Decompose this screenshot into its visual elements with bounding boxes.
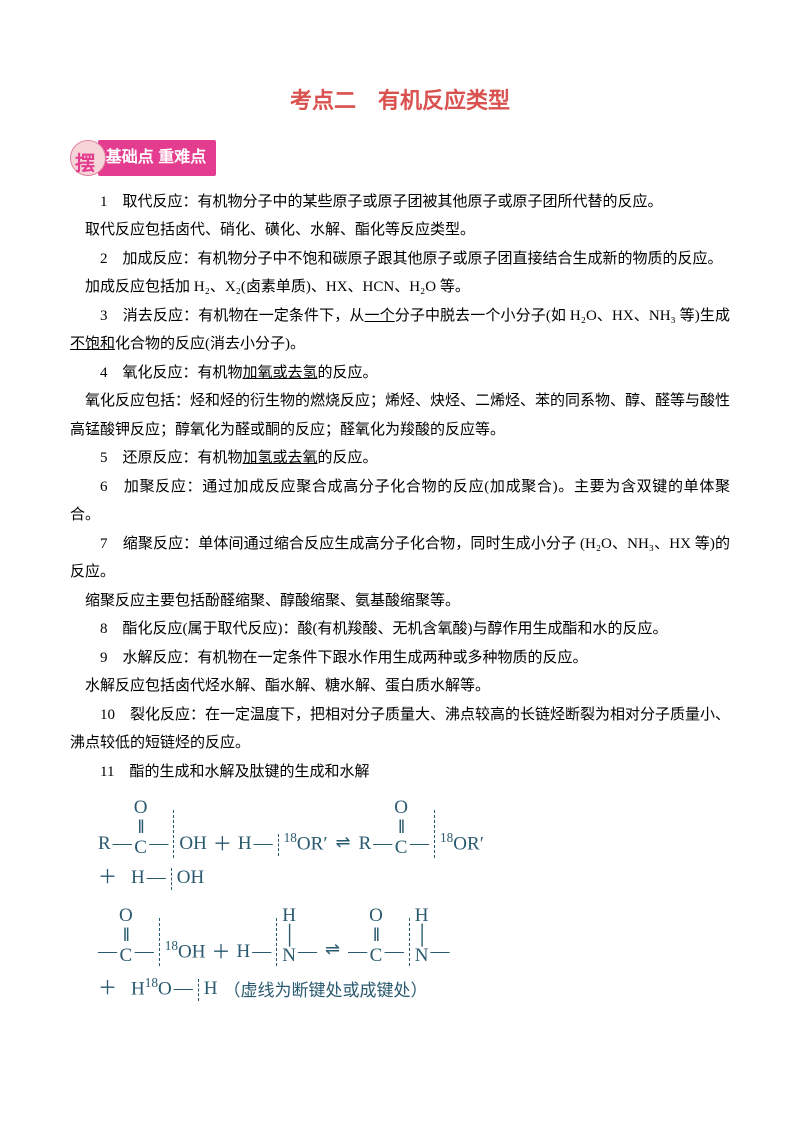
numbered-item: 10 裂化反应：在一定温度下，把相对分子质量大、沸点较高的长链烃断裂为相对分子质… xyxy=(70,701,730,758)
diagram-note: （虚线为断键处或成键处） xyxy=(224,980,428,1003)
page-title: 考点二 有机反应类型 xyxy=(70,80,730,122)
numbered-item: 11 酯的生成和水解及肽键的生成和水解 xyxy=(70,758,730,787)
sub-item: 水解反应包括卤代烃水解、酯水解、糖水解、蛋白质水解等。 xyxy=(70,672,730,701)
numbered-item: 5 还原反应：有机物加氢或去氧的反应。 xyxy=(70,444,730,473)
chem-diagram-peptide: — O‖C — 18OH ＋ H — H│N — ⇌ — O‖C — H│N —… xyxy=(98,906,730,1003)
numbered-item: 6 加聚反应：通过加成反应聚合成高分子化合物的反应(加成聚合)。主要为含双键的单… xyxy=(70,473,730,530)
numbered-item: 3 消去反应：有机物在一定条件下，从一个分子中脱去一个小分子(如 H₂O、HX、… xyxy=(70,302,730,359)
sub-item: 取代反应包括卤代、硝化、磺化、水解、酯化等反应类型。 xyxy=(70,216,730,245)
numbered-item: 7 缩聚反应：单体间通过缩合反应生成高分子化合物，同时生成小分子 (H₂O、NH… xyxy=(70,530,730,587)
sub-item: 缩聚反应主要包括酚醛缩聚、醇酸缩聚、氨基酸缩聚等。 xyxy=(70,587,730,616)
sub-item: 氧化反应包括：烃和烃的衍生物的燃烧反应；烯烃、炔烃、二烯烃、苯的同系物、醇、醛等… xyxy=(70,387,730,444)
numbered-item: 8 酯化反应(属于取代反应)：酸(有机羧酸、无机含氧酸)与醇作用生成酯和水的反应… xyxy=(70,615,730,644)
section-badge: 摆 基础点 重难点 xyxy=(70,140,730,174)
numbered-item: 4 氧化反应：有机物加氧或去氢的反应。 xyxy=(70,359,730,388)
numbered-item: 2 加成反应：有机物分子中不饱和碳原子跟其他原子或原子团直接结合生成新的物质的反… xyxy=(70,245,730,274)
badge-char: 摆 xyxy=(75,145,95,183)
numbered-item: 1 取代反应：有机物分子中的某些原子或原子团被其他原子或原子团所代替的反应。 xyxy=(70,188,730,217)
content-body: 1 取代反应：有机物分子中的某些原子或原子团被其他原子或原子团所代替的反应。取代… xyxy=(70,188,730,787)
numbered-item: 9 水解反应：有机物在一定条件下跟水作用生成两种或多种物质的反应。 xyxy=(70,644,730,673)
badge-text: 基础点 重难点 xyxy=(98,140,216,176)
chem-diagram-ester: R— O‖C — OH ＋ H — 18OR′ ⇌ R— O‖C — 18OR′… xyxy=(98,798,730,892)
sub-item: 加成反应包括加 H₂、X₂(卤素单质)、HX、HCN、H₂O 等。 xyxy=(70,273,730,302)
